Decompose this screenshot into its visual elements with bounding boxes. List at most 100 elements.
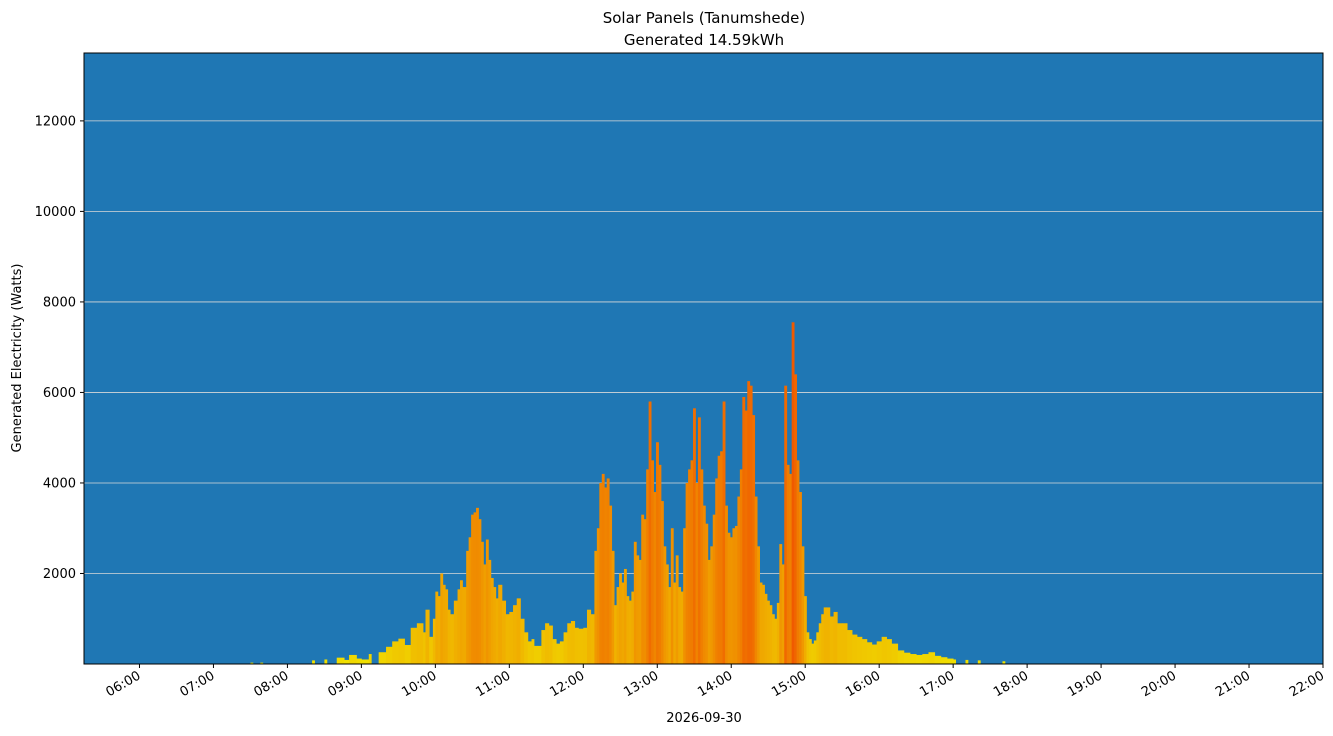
generation-bar: [946, 658, 954, 664]
generation-bar: [940, 657, 948, 664]
generation-bar: [847, 630, 853, 664]
generation-bar: [606, 478, 610, 664]
generation-bar: [866, 642, 873, 664]
generation-bar: [485, 539, 489, 664]
generation-bar: [361, 659, 370, 664]
generation-bar: [779, 544, 783, 664]
y-tick-label: 4000: [43, 476, 76, 491]
generation-bar: [488, 559, 492, 664]
generation-bar: [739, 469, 743, 664]
generation-bar: [466, 550, 470, 664]
generation-bar: [665, 564, 669, 664]
generation-bar: [559, 641, 564, 664]
generation-bar: [673, 582, 677, 664]
generation-bar: [977, 660, 981, 664]
generation-bar: [747, 381, 751, 664]
generation-bar: [583, 627, 588, 664]
generation-bar: [646, 469, 650, 664]
generation-bar: [774, 618, 778, 664]
generation-bar: [531, 639, 535, 664]
generation-bar: [730, 537, 733, 664]
generation-bar: [670, 528, 674, 664]
generation-bar: [653, 492, 657, 664]
generation-bar: [596, 528, 600, 664]
generation-bar: [897, 650, 905, 664]
generation-bar: [556, 643, 561, 664]
generation-bar: [404, 644, 412, 664]
generation-bar: [903, 652, 911, 664]
generation-bar: [690, 460, 694, 664]
generation-bar: [453, 600, 458, 664]
generation-bar: [916, 654, 923, 664]
generation-bar: [791, 322, 795, 664]
generation-bar: [742, 396, 746, 664]
generation-bar: [695, 482, 699, 664]
generation-bar: [435, 591, 439, 664]
generation-bar: [378, 652, 387, 664]
x-tick-label: 13:00: [621, 668, 661, 700]
generation-bar: [567, 623, 572, 664]
generation-bar: [410, 627, 418, 664]
generation-bar: [1002, 661, 1006, 664]
generation-bar: [702, 505, 706, 664]
generation-bar: [619, 573, 622, 664]
generation-bar: [717, 455, 721, 664]
generation-bar: [826, 607, 831, 664]
y-tick-label: 10000: [35, 205, 76, 220]
generation-bar: [336, 657, 345, 664]
generation-bar: [720, 451, 724, 664]
generation-bar: [250, 662, 254, 664]
generation-bar: [548, 625, 553, 664]
generation-bar: [922, 654, 929, 664]
generation-bar: [837, 623, 843, 664]
generation-bar: [766, 600, 770, 664]
generation-bar: [876, 641, 883, 664]
generation-bar: [509, 611, 514, 664]
generation-bar: [803, 596, 807, 664]
generation-bar: [490, 578, 494, 664]
generation-bars: [250, 322, 1006, 664]
generation-bar: [953, 659, 957, 664]
generation-bar: [445, 589, 449, 664]
generation-bar: [801, 546, 805, 664]
generation-bar: [881, 636, 887, 664]
generation-bar: [715, 478, 719, 664]
generation-bar: [501, 600, 507, 664]
generation-bar: [781, 564, 785, 664]
generation-bar: [712, 514, 716, 664]
generation-bar: [599, 482, 603, 664]
generation-bar: [680, 591, 684, 664]
generation-bar: [633, 541, 637, 664]
generation-bar: [392, 641, 399, 664]
x-tick-label: 16:00: [843, 668, 883, 700]
generation-bar: [818, 623, 822, 664]
generation-bar: [759, 582, 763, 664]
generation-bar: [725, 505, 728, 664]
generation-bar: [697, 417, 701, 664]
generation-bar: [786, 464, 790, 664]
x-tick-label: 10:00: [399, 668, 439, 700]
generation-bar: [432, 618, 436, 664]
generation-bar: [651, 460, 654, 664]
generation-bar: [480, 541, 484, 664]
chart-title: Solar Panels (Tanumshede): [603, 9, 806, 27]
generation-bar: [821, 614, 825, 664]
generation-bar: [638, 559, 642, 664]
generation-bar: [614, 605, 617, 664]
generation-bar: [658, 464, 662, 664]
generation-bar: [799, 492, 802, 664]
generation-bar: [473, 512, 477, 664]
x-tick-label: 15:00: [769, 668, 809, 700]
generation-bar: [648, 401, 652, 664]
generation-bar: [552, 639, 557, 664]
generation-bar: [498, 584, 503, 664]
generation-bar: [437, 596, 441, 664]
generation-bar: [495, 598, 499, 664]
generation-bar: [707, 559, 711, 664]
generation-bar: [813, 640, 817, 664]
generation-bar: [816, 632, 820, 664]
generation-bar: [442, 584, 446, 664]
x-tick-label: 21:00: [1213, 668, 1253, 700]
generation-bar: [537, 645, 542, 664]
generation-bar: [811, 643, 815, 664]
